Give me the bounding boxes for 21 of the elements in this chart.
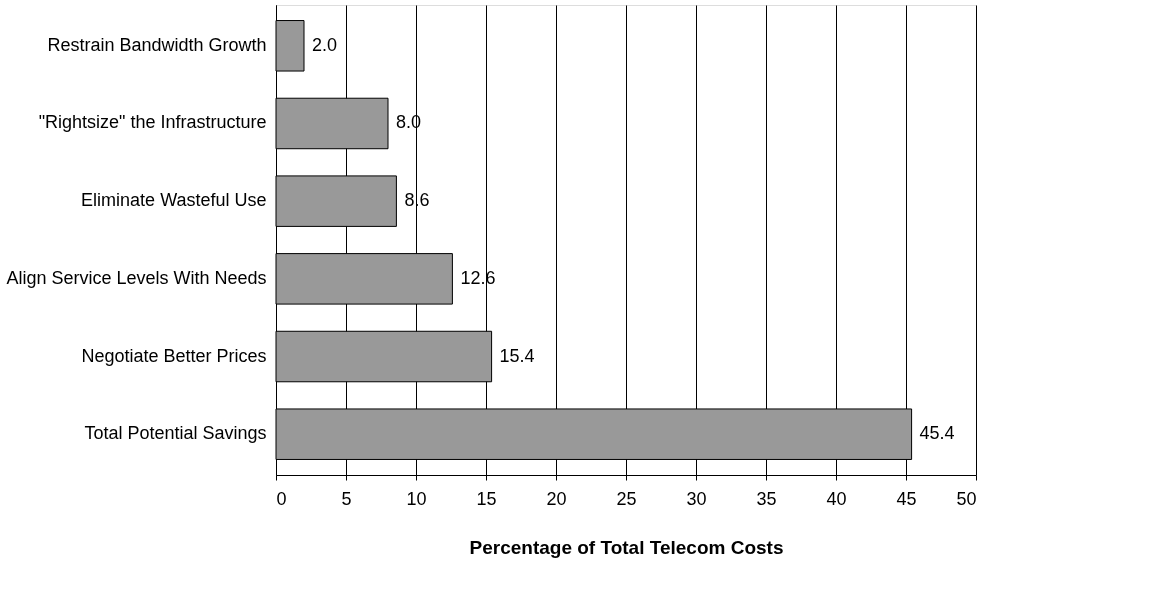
x-axis-title: Percentage of Total Telecom Costs: [469, 536, 784, 558]
x-tick-label: 40: [826, 488, 847, 509]
data-label: 45.4: [919, 423, 955, 444]
y-tick-label: Eliminate Wasteful Use: [81, 190, 267, 211]
x-tick-label: 50: [956, 488, 977, 509]
x-tick-label: 10: [406, 488, 427, 509]
data-label: 15.4: [499, 345, 535, 366]
y-tick-label: Total Potential Savings: [84, 423, 267, 444]
x-tick-label: 0: [276, 488, 287, 509]
y-tick-label: Negotiate Better Prices: [81, 345, 267, 366]
x-tick-label: 20: [546, 488, 567, 509]
x-tick-label: 25: [616, 488, 637, 509]
data-label: 2.0: [312, 34, 338, 55]
x-tick-label: 30: [686, 488, 707, 509]
x-tick-label: 45: [896, 488, 917, 509]
y-tick-label: Restrain Bandwidth Growth: [47, 34, 267, 55]
y-tick-label: "Rightsize" the Infrastructure: [38, 112, 267, 133]
x-tick-label: 15: [476, 488, 497, 509]
x-tick-label: 35: [756, 488, 777, 509]
x-tick-label: 5: [341, 488, 352, 509]
y-tick-label: Align Service Levels With Needs: [6, 267, 267, 288]
